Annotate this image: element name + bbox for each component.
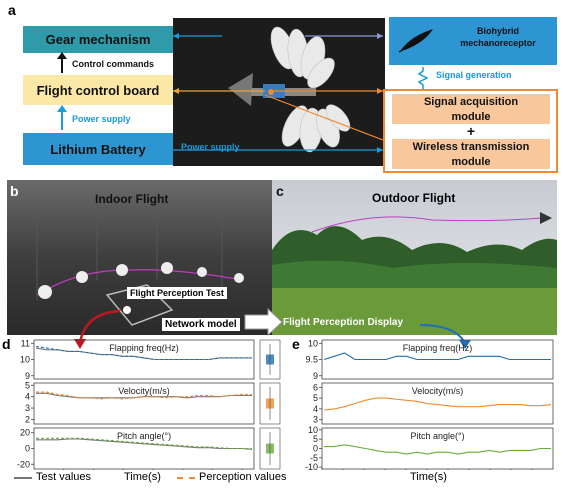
signal-acquisition-box (392, 94, 550, 124)
signal-wave-icon (417, 67, 429, 89)
y-tick-label: 5 (313, 434, 318, 444)
y-tick-label: 10 (308, 338, 318, 348)
outdoor-flight-photo (272, 180, 557, 335)
ornithopter-photo (173, 18, 385, 166)
panel-b-letter: b (10, 183, 19, 199)
signal-acquisition-line2: module (451, 110, 491, 123)
modules-frame (383, 89, 558, 173)
perception-values-line (36, 391, 252, 400)
power-arrowhead (57, 105, 67, 112)
outdoor-flight-title: Outdoor Flight (372, 191, 456, 205)
control-arrowhead (57, 52, 67, 59)
y-tick-label: -10 (305, 462, 318, 470)
feather-icon (398, 29, 433, 53)
chart-frame (321, 382, 554, 425)
y-tick-label: 20 (20, 428, 30, 438)
series-label: Velocity(m/s) (118, 386, 170, 396)
flight-control-board-box: Flight control board (23, 75, 173, 105)
y-tick-label: 5 (313, 393, 318, 403)
perception-values-line (35, 345, 252, 361)
series-line (323, 352, 551, 361)
series-line (324, 444, 551, 455)
power-arrow (61, 108, 63, 130)
panel-c-letter: c (276, 183, 284, 199)
indoor-flight-title: Indoor Flight (95, 192, 169, 206)
panel-a-letter: a (8, 2, 16, 18)
series-label: Flapping freq(Hz) (403, 343, 473, 353)
legend-test-swatch (14, 477, 32, 479)
y-tick-label: 0 (313, 444, 318, 454)
boxplot-frame (259, 339, 281, 380)
power-supply-label-center: Power supply (181, 142, 240, 152)
y-tick-label: 4 (25, 392, 30, 402)
wireless-line1: Wireless transmission (412, 140, 530, 153)
boxplot-frame (259, 382, 281, 425)
plus-sign: + (466, 123, 476, 139)
display-arrows (74, 307, 471, 349)
test-values-line (36, 438, 253, 450)
gear-mechanism-box: Gear mechanism (23, 26, 173, 53)
y-tick-label: 5 (25, 380, 30, 390)
y-tick-label: 10 (308, 425, 318, 435)
panel-e-xlabel: Time(s) (410, 471, 447, 483)
control-arrow (61, 56, 63, 73)
y-tick-label: 11 (21, 338, 30, 348)
series-label: Flapping freq(Hz) (109, 343, 179, 353)
y-tick-label: 9.5 (305, 355, 318, 365)
wireless-box (392, 139, 550, 169)
network-model-label: Network model (162, 318, 240, 331)
series-label: Velocity(m/s) (412, 386, 464, 396)
y-tick-label: 0 (25, 444, 30, 454)
chart-frame (33, 382, 255, 425)
legend-perception-label: Perception values (199, 471, 287, 483)
signal-generation-label: Signal generation (436, 70, 512, 80)
y-tick-label: -20 (17, 459, 30, 469)
control-commands-label: Control commands (72, 59, 155, 69)
y-tick-label: -5 (310, 453, 318, 463)
perception-values-line (36, 437, 252, 450)
legend-time-label: Time(s) (124, 471, 161, 483)
legend-perception-swatch (177, 477, 195, 479)
wireless-line2: module (451, 155, 491, 168)
y-tick-label: 9 (313, 371, 318, 381)
y-tick-label: 2 (25, 414, 30, 424)
series-label: Pitch angle(°) (117, 431, 171, 441)
mechanoreceptor-label-line1: Biohybrid (477, 26, 519, 36)
connection-lines (173, 33, 384, 153)
y-tick-label: 4 (313, 404, 318, 414)
mechanoreceptor-label-line2: mechanoreceptor (460, 38, 536, 48)
y-tick-label: 10 (20, 355, 30, 365)
signal-acquisition-line1: Signal acquisition (423, 95, 519, 108)
boxplot-frame (259, 427, 281, 470)
indoor-flight-photo (7, 180, 272, 335)
y-tick-label: 3 (25, 403, 30, 413)
legend-test-label: Test values (36, 471, 92, 483)
panel-e-letter: e (292, 336, 300, 352)
y-tick-label: 6 (313, 382, 318, 392)
power-supply-label-left: Power supply (72, 114, 131, 124)
panel-d-letter: d (2, 336, 11, 352)
flight-perception-test-label: Flight Perception Test (127, 287, 227, 299)
lithium-battery-box: Lithium Battery (23, 133, 173, 165)
flight-perception-display-label: Flight Perception Display (283, 317, 404, 328)
series-line (323, 397, 552, 411)
y-tick-label: 9 (25, 371, 30, 381)
series-label: Pitch angle(°) (410, 431, 464, 441)
y-tick-label: 3 (313, 415, 318, 425)
